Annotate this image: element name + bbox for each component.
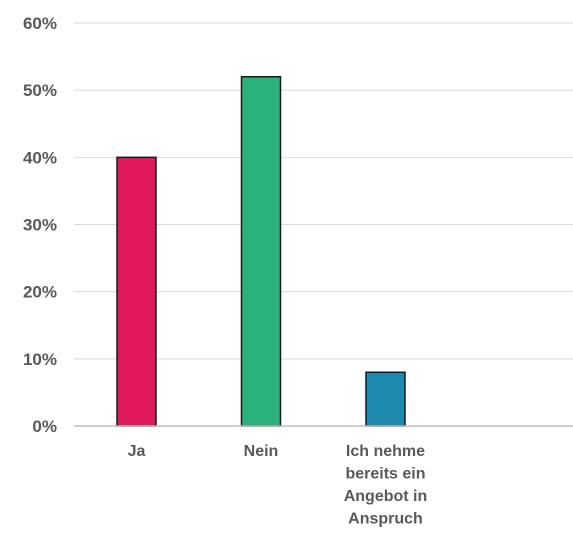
gridlines	[74, 22, 573, 360]
x-category-label: Ja	[128, 443, 146, 460]
y-axis-tick-labels: 0% 10% 20% 30% 40% 50% 60%	[23, 14, 57, 436]
y-tick-label: 40%	[23, 148, 57, 167]
y-tick-label: 0%	[32, 417, 57, 436]
y-tick-label: 10%	[23, 350, 57, 369]
x-category-label: Nein	[244, 443, 279, 460]
y-tick-label: 60%	[23, 14, 57, 33]
x-axis-category-labels: Ja Nein Ich nehme bereits ein Angebot in Ansp…	[128, 443, 428, 528]
bars	[116, 75, 406, 427]
bar	[240, 75, 282, 427]
y-tick-label: 50%	[23, 81, 57, 100]
bar	[116, 156, 157, 427]
x-category-label: Ich nehme bereits ein Angebot in Anspruch	[344, 443, 428, 528]
bar	[365, 371, 406, 427]
y-tick-label: 20%	[23, 283, 57, 302]
y-tick-label: 30%	[23, 216, 57, 235]
